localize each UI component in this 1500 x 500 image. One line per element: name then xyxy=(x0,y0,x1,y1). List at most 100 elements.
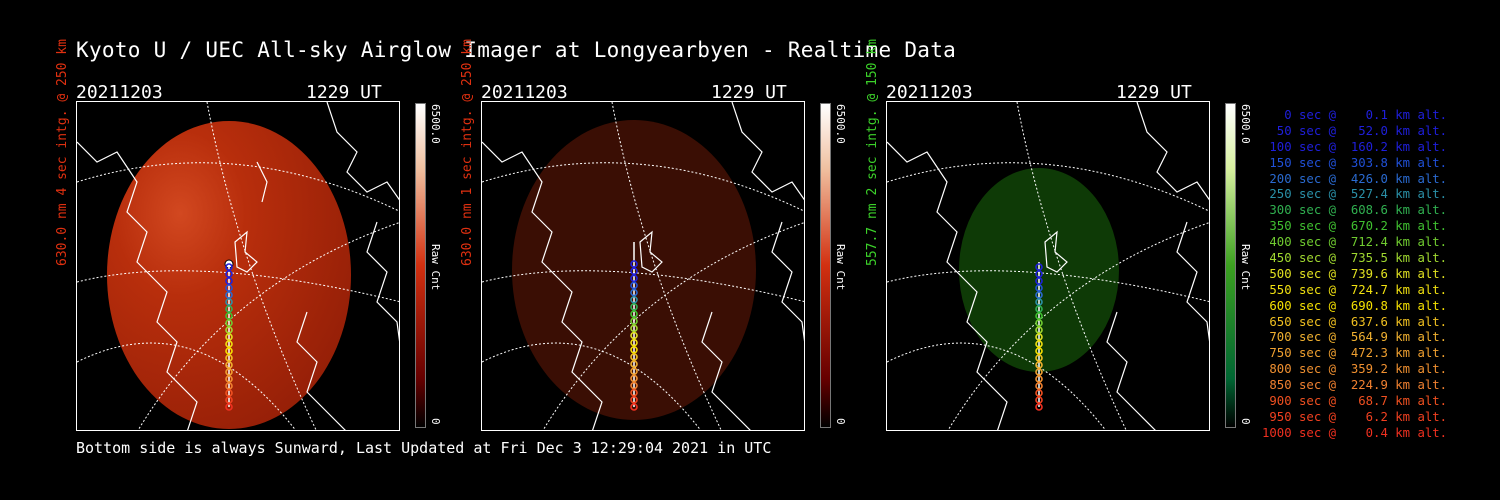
trajectory-point xyxy=(1035,389,1043,397)
grid-lines xyxy=(77,102,399,430)
trajectory-point xyxy=(630,317,638,325)
panel-3-cb-max: 6500.0 xyxy=(1239,104,1252,144)
trajectory-point xyxy=(630,303,638,311)
trajectory-point xyxy=(225,403,233,411)
grid-lines xyxy=(482,102,804,430)
trajectory-point xyxy=(225,382,233,390)
trajectory-point xyxy=(630,403,638,411)
trajectory-point xyxy=(225,361,233,369)
trajectory-point xyxy=(225,305,233,313)
coastlines xyxy=(482,102,804,430)
panel-3-cb-min: 0 xyxy=(1239,418,1252,425)
coastlines xyxy=(77,102,399,430)
panel-3-cb-unit: Raw Cnt xyxy=(1239,244,1252,291)
panel-1-colorbar xyxy=(415,103,426,428)
legend-row: 650 sec @ 637.6 km alt. xyxy=(1262,314,1448,329)
legend-row: 250 sec @ 527.4 km alt. xyxy=(1262,187,1448,202)
trajectory-point xyxy=(1035,354,1043,362)
trajectory-point xyxy=(630,374,638,383)
trajectory-point xyxy=(630,353,638,361)
panel-2-airglow-image xyxy=(481,101,805,431)
trajectory-point xyxy=(630,310,638,318)
trajectory-point xyxy=(1035,382,1043,390)
panel-3-map-svg xyxy=(887,102,1209,430)
trajectory-point xyxy=(225,277,233,285)
trajectory-point xyxy=(225,368,233,376)
trajectory-point xyxy=(630,331,638,340)
trajectory-point xyxy=(1035,270,1043,278)
panel-3-date: 20211203 xyxy=(886,82,973,103)
trajectory-point xyxy=(1035,312,1043,320)
legend-row: 0 sec @ 0.1 km alt. xyxy=(1262,108,1448,122)
trajectory-point xyxy=(1035,340,1043,348)
grid-lines xyxy=(887,102,1209,430)
legend-row: 550 sec @ 724.7 km alt. xyxy=(1262,282,1448,297)
panel-2-cb-max: 6500.0 xyxy=(834,104,847,144)
trajectory-point xyxy=(1035,305,1043,313)
trajectory-point xyxy=(1035,263,1043,271)
trajectory-point xyxy=(1035,291,1043,299)
trajectory-point xyxy=(1035,277,1043,285)
legend-row: 1000 sec @ 0.4 km alt. xyxy=(1262,425,1448,440)
panel-2-map-svg xyxy=(482,102,804,430)
trajectory-point xyxy=(225,396,233,404)
panel-2-cb-unit: Raw Cnt xyxy=(834,244,847,291)
panel-2-colorbar xyxy=(820,103,831,428)
trajectory-point xyxy=(630,396,638,404)
trajectory-point xyxy=(225,312,233,320)
trajectory-dots xyxy=(630,242,638,411)
legend-row: 150 sec @ 303.8 km alt. xyxy=(1262,155,1448,170)
trajectory-point xyxy=(1035,333,1043,341)
trajectory-point xyxy=(225,354,233,362)
legend-row: 750 sec @ 472.3 km alt. xyxy=(1262,346,1448,361)
trajectory-point xyxy=(630,360,638,368)
panel-2-date: 20211203 xyxy=(481,82,568,103)
trajectory-point xyxy=(630,260,638,268)
panel-2-cb-min: 0 xyxy=(834,418,847,425)
trajectory-point xyxy=(1035,319,1043,327)
legend-row: 900 sec @ 68.7 km alt. xyxy=(1262,394,1448,409)
legend-row: 200 sec @ 426.0 km alt. xyxy=(1262,171,1448,186)
trajectory-point xyxy=(1035,347,1043,355)
panel-3-label: 557.7 nm 2 sec intg. @ 150 km xyxy=(865,39,880,266)
trajectory-dots xyxy=(1035,262,1043,411)
trajectory-point xyxy=(225,291,233,299)
panel-1-cb-max: 6500.0 xyxy=(429,104,442,144)
trajectory-point xyxy=(225,375,233,383)
altitude-legend: 0 sec @ 0.1 km alt. 50 sec @ 52.0 km alt… xyxy=(1262,108,1448,442)
trajectory-point xyxy=(225,347,233,355)
trajectory-point xyxy=(630,367,638,376)
trajectory-point xyxy=(630,281,638,290)
trajectory-point xyxy=(1035,375,1043,383)
footer-status: Bottom side is always Sunward, Last Upda… xyxy=(76,439,772,457)
legend-row: 50 sec @ 52.0 km alt. xyxy=(1262,123,1448,138)
trajectory-point xyxy=(630,388,638,397)
trajectory-point xyxy=(1035,326,1043,334)
panel-1-date: 20211203 xyxy=(76,82,163,103)
trajectory-point xyxy=(630,338,638,347)
legend-row: 600 sec @ 690.8 km alt. xyxy=(1262,298,1448,313)
trajectory-point xyxy=(630,381,638,390)
legend-row: 850 sec @ 224.9 km alt. xyxy=(1262,378,1448,393)
trajectory-point xyxy=(225,333,233,341)
legend-row: 450 sec @ 735.5 km alt. xyxy=(1262,251,1448,266)
legend-row: 950 sec @ 6.2 km alt. xyxy=(1262,409,1448,424)
trajectory-point xyxy=(225,326,233,334)
page-title: Kyoto U / UEC All-sky Airglow Imager at … xyxy=(76,38,957,62)
trajectory-point xyxy=(630,288,638,297)
legend-row: 700 sec @ 564.9 km alt. xyxy=(1262,330,1448,345)
trajectory-dots xyxy=(224,259,234,411)
legend-row: 500 sec @ 739.6 km alt. xyxy=(1262,266,1448,281)
panel-3-airglow-image xyxy=(886,101,1210,431)
panel-1-time: 1229 UT xyxy=(306,82,382,103)
trajectory-point xyxy=(225,284,233,292)
panel-3-colorbar xyxy=(1225,103,1236,428)
trajectory-point xyxy=(225,263,233,271)
trajectory-point xyxy=(225,389,233,397)
trajectory-point xyxy=(225,298,233,306)
legend-row: 800 sec @ 359.2 km alt. xyxy=(1262,362,1448,377)
trajectory-point xyxy=(630,346,638,354)
trajectory-point xyxy=(630,267,638,275)
panel-1-airglow-image xyxy=(76,101,400,431)
panel-1-label: 630.0 nm 4 sec intg. @ 250 km xyxy=(55,39,70,266)
